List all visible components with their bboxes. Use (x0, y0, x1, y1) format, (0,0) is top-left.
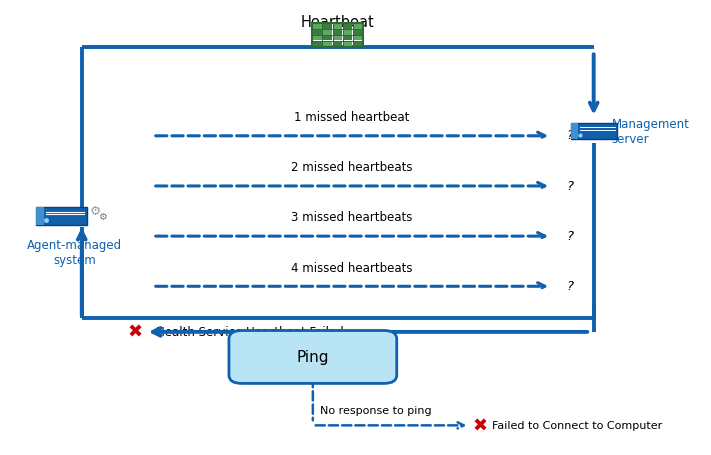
Text: ?: ? (567, 179, 574, 192)
Text: 4 missed heartbeats: 4 missed heartbeats (292, 261, 412, 274)
Text: ?: ? (567, 229, 574, 242)
Text: ✖: ✖ (472, 416, 488, 435)
FancyBboxPatch shape (333, 30, 342, 35)
Text: 2 missed heartbeats: 2 missed heartbeats (292, 161, 412, 174)
Text: Management
server: Management server (611, 118, 690, 146)
Text: Heartbeat: Heartbeat (301, 15, 375, 30)
FancyBboxPatch shape (570, 124, 616, 140)
FancyBboxPatch shape (354, 36, 363, 41)
Text: ?: ? (567, 129, 574, 142)
FancyBboxPatch shape (323, 25, 332, 30)
FancyBboxPatch shape (333, 42, 342, 47)
FancyBboxPatch shape (323, 42, 332, 47)
FancyBboxPatch shape (343, 25, 353, 30)
FancyBboxPatch shape (36, 208, 44, 225)
Text: ?: ? (567, 279, 574, 292)
FancyBboxPatch shape (36, 208, 87, 225)
FancyBboxPatch shape (333, 36, 342, 41)
FancyBboxPatch shape (343, 42, 353, 47)
FancyBboxPatch shape (343, 30, 353, 35)
FancyBboxPatch shape (323, 30, 332, 35)
Text: Agent-managed
system: Agent-managed system (27, 239, 122, 267)
FancyBboxPatch shape (313, 25, 321, 30)
Text: ✖: ✖ (127, 323, 143, 341)
FancyBboxPatch shape (313, 36, 321, 41)
FancyBboxPatch shape (323, 36, 332, 41)
FancyBboxPatch shape (343, 36, 353, 41)
FancyBboxPatch shape (354, 25, 363, 30)
Text: Ping: Ping (296, 350, 329, 364)
Text: Health Service Heartbeat Failed: Health Service Heartbeat Failed (156, 326, 344, 339)
Text: ⚙: ⚙ (90, 205, 102, 218)
Text: 1 missed heartbeat: 1 missed heartbeat (294, 111, 410, 124)
FancyBboxPatch shape (570, 124, 577, 140)
Text: No response to ping: No response to ping (320, 405, 432, 415)
Text: ⚙: ⚙ (98, 212, 107, 222)
FancyBboxPatch shape (229, 331, 397, 384)
FancyBboxPatch shape (354, 42, 363, 47)
FancyBboxPatch shape (313, 30, 321, 35)
FancyBboxPatch shape (354, 30, 363, 35)
FancyBboxPatch shape (333, 25, 342, 30)
Text: 3 missed heartbeats: 3 missed heartbeats (292, 211, 412, 224)
FancyBboxPatch shape (313, 42, 321, 47)
Text: Failed to Connect to Computer: Failed to Connect to Computer (492, 420, 662, 430)
